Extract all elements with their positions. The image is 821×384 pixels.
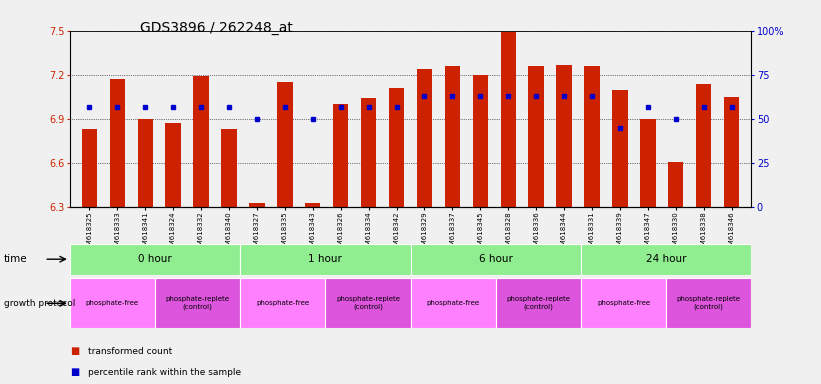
Text: 24 hour: 24 hour <box>646 254 686 264</box>
Bar <box>612 89 627 207</box>
Bar <box>70 244 241 275</box>
Text: percentile rank within the sample: percentile rank within the sample <box>88 368 241 377</box>
Text: phosphate-replete
(control): phosphate-replete (control) <box>336 296 400 310</box>
Text: transformed count: transformed count <box>88 347 172 356</box>
Bar <box>529 66 544 207</box>
Bar <box>410 278 496 328</box>
Text: 6 hour: 6 hour <box>479 254 512 264</box>
Bar <box>724 97 740 207</box>
Bar <box>241 278 325 328</box>
Bar <box>417 69 432 207</box>
Bar <box>585 66 599 207</box>
Bar <box>81 129 97 207</box>
Text: GDS3896 / 262248_at: GDS3896 / 262248_at <box>140 21 292 35</box>
Bar <box>194 76 209 207</box>
Bar <box>70 278 155 328</box>
Bar <box>325 278 410 328</box>
Text: ■: ■ <box>70 367 79 377</box>
Text: phosphate-free: phosphate-free <box>427 300 479 306</box>
Bar <box>581 278 666 328</box>
Bar <box>410 244 581 275</box>
Bar <box>109 79 125 207</box>
Bar <box>222 129 236 207</box>
Text: phosphate-free: phosphate-free <box>597 300 650 306</box>
Bar <box>445 66 460 207</box>
Bar <box>668 162 684 207</box>
Text: time: time <box>4 254 28 264</box>
Bar <box>305 203 320 207</box>
Bar <box>137 119 153 207</box>
Text: phosphate-replete
(control): phosphate-replete (control) <box>166 296 230 310</box>
Bar <box>361 98 376 207</box>
Bar <box>473 75 488 207</box>
Text: 0 hour: 0 hour <box>138 254 172 264</box>
Text: growth protocol: growth protocol <box>4 299 76 308</box>
Bar <box>696 84 712 207</box>
Bar <box>581 244 751 275</box>
Bar <box>501 32 516 207</box>
Bar <box>557 65 571 207</box>
Bar <box>496 278 581 328</box>
Bar <box>250 203 264 207</box>
Bar <box>389 88 404 207</box>
Text: phosphate-replete
(control): phosphate-replete (control) <box>507 296 571 310</box>
Text: phosphate-free: phosphate-free <box>256 300 310 306</box>
Bar <box>277 82 292 207</box>
Bar <box>640 119 655 207</box>
Bar <box>241 244 410 275</box>
Bar <box>155 278 240 328</box>
Text: phosphate-free: phosphate-free <box>86 300 139 306</box>
Bar <box>666 278 751 328</box>
Text: ■: ■ <box>70 346 79 356</box>
Bar <box>166 123 181 207</box>
Text: 1 hour: 1 hour <box>309 254 342 264</box>
Bar <box>333 104 348 207</box>
Text: phosphate-replete
(control): phosphate-replete (control) <box>677 296 741 310</box>
